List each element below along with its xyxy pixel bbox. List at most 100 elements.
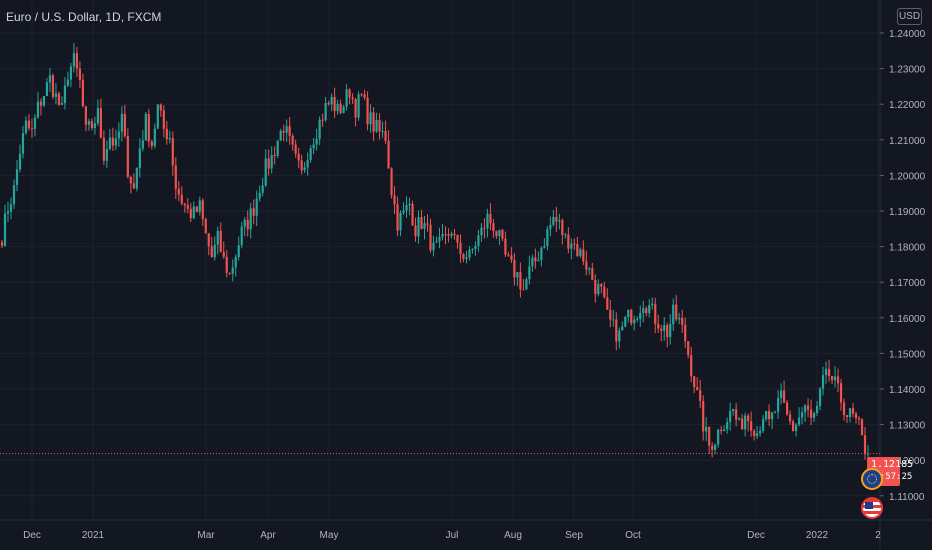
candle-body bbox=[250, 208, 252, 229]
candle-body bbox=[271, 155, 273, 168]
candle-body bbox=[756, 433, 758, 436]
candle-body bbox=[783, 391, 785, 403]
candle-body bbox=[7, 212, 9, 214]
candle-body bbox=[711, 446, 713, 450]
candle-body bbox=[795, 425, 797, 431]
candle-body bbox=[612, 319, 614, 320]
y-tick-label: 1.11000 bbox=[889, 492, 925, 503]
currency-button[interactable]: USD bbox=[897, 8, 922, 25]
candle-body bbox=[399, 213, 401, 231]
candle-body bbox=[657, 324, 659, 329]
y-tick-label: 1.24000 bbox=[889, 29, 926, 40]
candle-body bbox=[789, 414, 791, 421]
y-tick-label: 1.16000 bbox=[889, 314, 926, 325]
candle-body bbox=[717, 430, 719, 445]
candle-body bbox=[840, 383, 842, 402]
y-tick-label: 1.19000 bbox=[889, 207, 926, 218]
candle-body bbox=[696, 387, 698, 390]
candle-body bbox=[675, 305, 677, 320]
candle-body bbox=[196, 207, 198, 212]
candle-body bbox=[720, 430, 722, 431]
candle-body bbox=[280, 131, 282, 141]
candle-body bbox=[202, 200, 204, 219]
candle-body bbox=[474, 246, 476, 249]
candle-body bbox=[660, 329, 662, 331]
candle-body bbox=[429, 225, 431, 251]
candle-body bbox=[268, 159, 270, 169]
candle-body bbox=[831, 376, 833, 380]
candle-body bbox=[750, 421, 752, 431]
candle-body bbox=[414, 225, 416, 236]
candle-body bbox=[61, 103, 63, 105]
candle-body bbox=[519, 272, 521, 289]
candle-body bbox=[645, 308, 647, 313]
candle-body bbox=[193, 207, 195, 218]
x-tick-label: Dec bbox=[23, 530, 41, 541]
candle-body bbox=[292, 136, 294, 145]
candle-body bbox=[145, 114, 147, 140]
candle-body bbox=[85, 106, 87, 124]
candle-body bbox=[175, 165, 177, 188]
candle-body bbox=[220, 231, 222, 252]
y-tick-label: 1.15000 bbox=[889, 349, 926, 360]
candle-body bbox=[732, 409, 734, 411]
candle-body bbox=[807, 405, 809, 409]
candle-body bbox=[837, 376, 839, 383]
candle-body bbox=[417, 217, 419, 236]
x-tick-label: Mar bbox=[197, 530, 215, 541]
candle-body bbox=[31, 128, 33, 129]
candle-body bbox=[498, 230, 500, 236]
candle-body bbox=[528, 266, 530, 279]
candle-body bbox=[543, 246, 545, 248]
candle-body bbox=[301, 160, 303, 170]
candle-body bbox=[441, 234, 443, 237]
candle-body bbox=[687, 341, 689, 355]
candle-body bbox=[64, 86, 66, 103]
candle-body bbox=[444, 234, 446, 235]
candle-body bbox=[408, 204, 410, 205]
candle-body bbox=[121, 114, 123, 132]
candle-body bbox=[531, 257, 533, 266]
candle-body bbox=[319, 120, 321, 139]
candle-body bbox=[765, 411, 767, 419]
candle-body bbox=[513, 260, 515, 278]
candle-body bbox=[34, 118, 36, 130]
candle-body bbox=[43, 96, 45, 106]
candle-body bbox=[636, 319, 638, 320]
candle-body bbox=[666, 325, 668, 337]
candle-body bbox=[142, 140, 144, 148]
y-tick-label: 1.23000 bbox=[889, 65, 926, 76]
candle-body bbox=[226, 257, 228, 273]
x-tick-label: 2022 bbox=[806, 530, 829, 541]
candle-body bbox=[322, 120, 324, 121]
candle-body bbox=[603, 287, 605, 298]
candle-body bbox=[486, 214, 488, 229]
candle-body bbox=[423, 223, 425, 229]
candle-body bbox=[747, 416, 749, 421]
candle-body bbox=[256, 199, 258, 216]
candle-body bbox=[621, 327, 623, 331]
candle-body bbox=[651, 304, 653, 305]
candle-body bbox=[396, 204, 398, 230]
candle-body bbox=[462, 254, 464, 259]
candle-body bbox=[432, 243, 434, 251]
candle-body bbox=[573, 243, 575, 244]
candle-body bbox=[861, 419, 863, 435]
candle-body bbox=[151, 141, 153, 146]
candle-body bbox=[591, 268, 593, 280]
candle-body bbox=[184, 204, 186, 205]
candle-body bbox=[289, 126, 291, 136]
candle-body bbox=[13, 185, 15, 204]
candle-body bbox=[157, 105, 159, 129]
candle-body bbox=[127, 136, 129, 177]
x-tick-label: Apr bbox=[260, 530, 276, 541]
candle-body bbox=[366, 98, 368, 125]
candle-body bbox=[76, 53, 78, 68]
candle-body bbox=[516, 272, 518, 277]
us-flag-icon[interactable] bbox=[861, 497, 883, 519]
candle-body bbox=[855, 413, 857, 418]
candle-body bbox=[705, 427, 707, 431]
eu-flag-icon[interactable] bbox=[861, 468, 883, 490]
x-tick-label: 2 bbox=[875, 530, 881, 541]
